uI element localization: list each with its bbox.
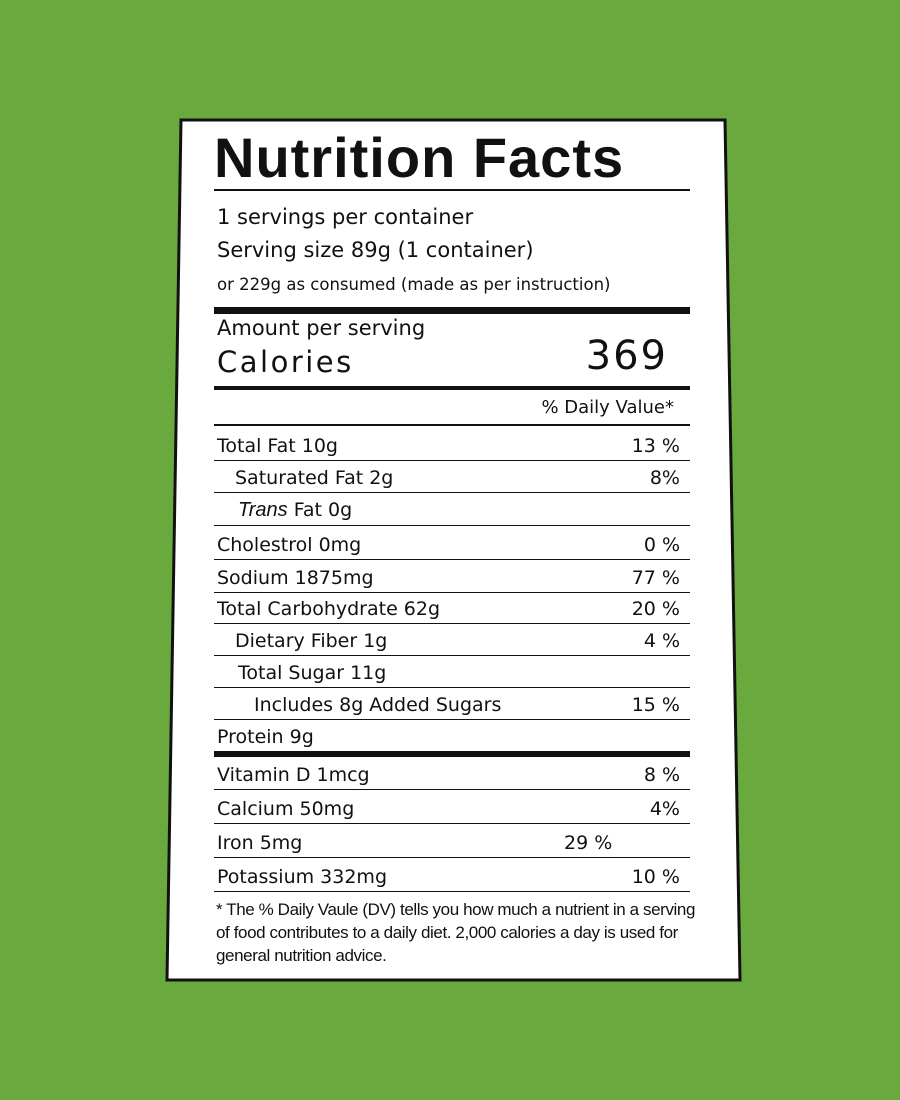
vitamin-percent: 10 % — [631, 866, 680, 888]
nutrient-row: Includes 8g Added Sugars 15 % — [214, 688, 690, 720]
calories-value: 369 — [585, 333, 668, 379]
thick-divider — [214, 307, 690, 314]
nutrient-label: Includes 8g Added Sugars — [254, 694, 502, 716]
nutrient-label-text: Fat 0g — [293, 499, 353, 521]
servings: 1 servings per container — [217, 205, 474, 229]
nutrient-label: Protein 9g — [217, 726, 314, 748]
nutrient-row: Saturated Fat 2g 8% — [214, 461, 690, 493]
nutrient-row: Trans Fat 0g — [214, 494, 690, 526]
nutrient-percent: 77 % — [631, 567, 680, 589]
as-consumed: or 229g as consumed (made as per instruc… — [217, 275, 611, 294]
nutrient-label: Cholestrol 0mg — [217, 534, 362, 556]
nutrient-row: Total Carbohydrate 62g 20 % — [214, 592, 690, 624]
nutrient-row: Total Sugar 11g — [214, 656, 690, 688]
divider — [214, 189, 690, 191]
nutrient-label: Total Fat 10g — [217, 435, 338, 457]
vitamin-percent: 8 % — [643, 764, 680, 786]
vitamin-label: Potassium 332mg — [217, 866, 387, 888]
nutrient-label: Total Sugar 11g — [238, 662, 387, 684]
title: Nutrition Facts — [214, 126, 625, 189]
nutrient-label: Saturated Fat 2g — [235, 467, 394, 489]
nutrient-row: Cholestrol 0mg 0 % — [214, 528, 690, 560]
nutrient-percent: 13 % — [631, 435, 680, 457]
divider — [214, 424, 690, 426]
vitamin-row: Potassium 332mg 10 % — [214, 860, 690, 892]
vitamin-row: Calcium 50mg 4% — [214, 792, 690, 824]
daily-value-header: % Daily Value* — [541, 397, 674, 418]
vitamin-label: Vitamin D 1mcg — [217, 764, 370, 786]
nutrient-label: Dietary Fiber 1g — [235, 630, 388, 652]
footnote: * The % Daily Vaule (DV) tells you how m… — [216, 900, 696, 965]
vitamin-row: Vitamin D 1mcg 8 % — [214, 758, 690, 790]
nutrient-label: Sodium 1875mg — [217, 567, 374, 589]
vitamin-percent: 29 % — [564, 832, 613, 854]
vitamin-label: Calcium 50mg — [217, 798, 355, 820]
divider — [214, 386, 690, 390]
nutrient-row: Total Fat 10g 13 % — [214, 429, 690, 461]
vitamin-label: Iron 5mg — [217, 832, 303, 854]
calories-label: Calories — [217, 345, 354, 379]
nutrient-percent: 20 % — [631, 598, 680, 620]
nutrient-row: Protein 9g — [214, 720, 690, 757]
nutrient-row: Sodium 1875mg 77 % — [214, 561, 690, 593]
nutrient-percent: 0 % — [643, 534, 680, 556]
italic-label: Trans — [238, 499, 288, 521]
nutrient-label: Total Carbohydrate 62g — [217, 598, 441, 620]
nutrient-percent: 8% — [649, 467, 680, 489]
vitamin-row: Iron 5mg 29 % — [214, 826, 690, 858]
nutrient-percent: 4 % — [643, 630, 680, 652]
vitamin-percent: 4% — [649, 798, 680, 820]
nutrient-row: Dietary Fiber 1g 4 % — [214, 624, 690, 656]
nutrient-percent: 15 % — [631, 694, 680, 716]
label-border — [165, 118, 742, 982]
nutrient-label: Trans Fat 0g — [238, 499, 352, 522]
amount-per-serving: Amount per serving — [217, 316, 426, 340]
serving-size: Serving size 89g (1 container) — [217, 238, 534, 262]
